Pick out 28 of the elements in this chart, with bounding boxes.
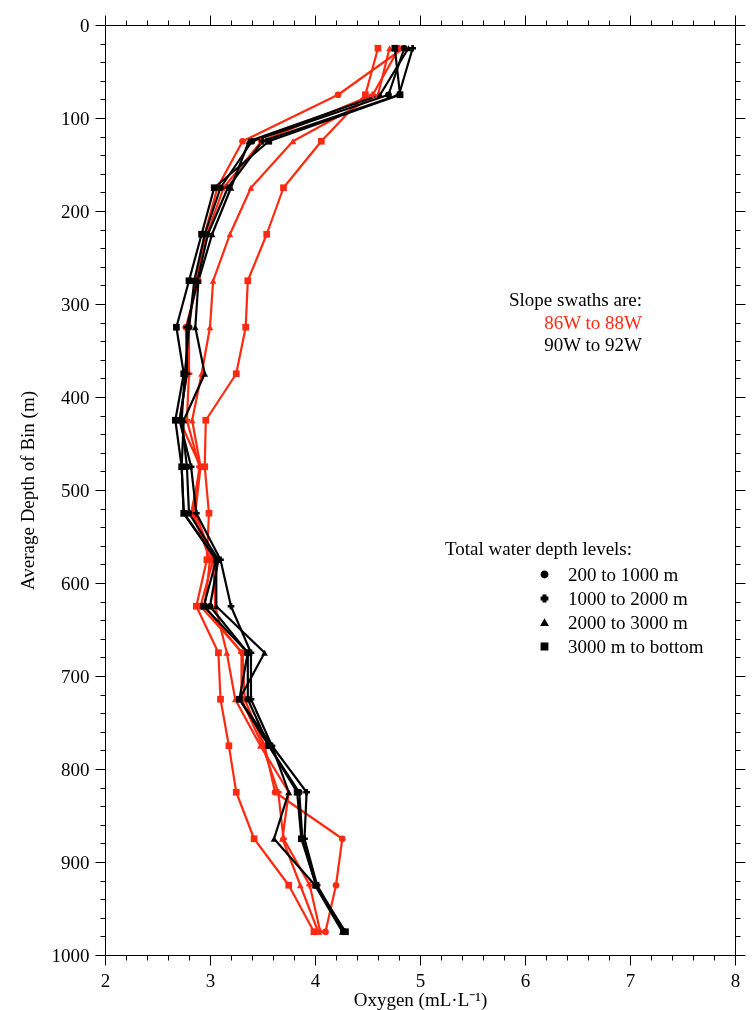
x-tick-label: 6 [520, 969, 531, 991]
y-tick-label: 800 [61, 758, 90, 780]
legend-label: 200 to 1000 m [568, 563, 679, 585]
x-tick-label: 2 [100, 969, 111, 991]
y-tick-label: 100 [61, 107, 90, 129]
y-tick-label: 600 [61, 572, 90, 594]
y-axis-title: Average Depth of Bin (m) [16, 390, 39, 591]
legend-label: 1000 to 2000 m [568, 587, 689, 609]
y-tick-label: 200 [61, 200, 90, 222]
y-tick-label: 900 [61, 851, 90, 873]
legend-label: 2000 to 3000 m [568, 611, 689, 633]
legend-label: 3000 m to bottom [568, 635, 704, 657]
y-tick-label: 0 [80, 14, 90, 36]
x-tick-label: 4 [310, 969, 321, 991]
y-tick-label: 1000 [51, 944, 90, 966]
annotation: 86W to 88W [544, 312, 643, 333]
y-tick-label: 300 [61, 293, 90, 315]
x-tick-label: 3 [205, 969, 216, 991]
y-tick-label: 500 [61, 479, 90, 501]
y-tick-label: 700 [61, 665, 90, 687]
x-tick-label: 8 [730, 969, 741, 991]
x-tick-label: 5 [415, 969, 426, 991]
x-axis-title: Oxygen (mL·L⁻¹) [353, 988, 488, 1010]
legend-title: Total water depth levels: [445, 538, 633, 559]
x-tick-label: 7 [625, 969, 636, 991]
annotation: 90W to 92W [544, 334, 643, 355]
y-tick-label: 400 [61, 386, 90, 408]
annotation: Slope swaths are: [509, 289, 642, 310]
